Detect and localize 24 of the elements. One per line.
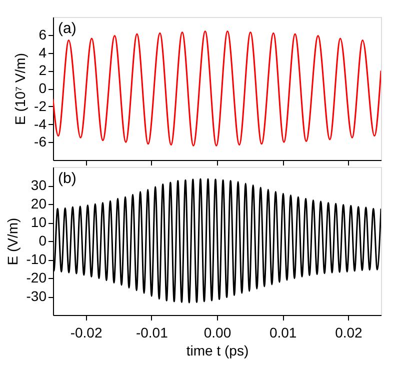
y-tick-label: -10	[26, 251, 47, 267]
y-tick-label: 30	[30, 177, 47, 193]
x-tick-label: 0.01	[269, 324, 297, 340]
y-tick-label: -2	[34, 98, 47, 114]
annotation: (a)	[58, 20, 76, 37]
x-tick-label: -0.02	[70, 324, 102, 340]
y-tick-label: 0	[38, 80, 47, 96]
y-tick-label: -6	[34, 134, 47, 150]
y-tick-label: -4	[34, 116, 47, 132]
y-tick-label: 10	[30, 214, 47, 230]
x-tick-label: 0.00	[204, 324, 232, 340]
x-tick-label: -0.01	[136, 324, 168, 340]
y-tick-label: 4	[38, 44, 47, 60]
y-axis-title: E (10⁷ V/m)	[12, 53, 28, 125]
y-tick-label: 20	[30, 196, 47, 212]
y-tick-label: -20	[26, 270, 47, 286]
y-tick-label: 0	[38, 232, 47, 248]
y-tick-label: 2	[38, 62, 47, 78]
y-tick-label: 6	[38, 26, 47, 42]
x-axis-title: time t (ps)	[186, 342, 249, 358]
y-tick-label: -30	[26, 288, 47, 304]
x-tick-label: 0.02	[335, 324, 363, 340]
annotation: (b)	[58, 170, 76, 187]
y-axis-title: E (V/m)	[4, 218, 20, 266]
